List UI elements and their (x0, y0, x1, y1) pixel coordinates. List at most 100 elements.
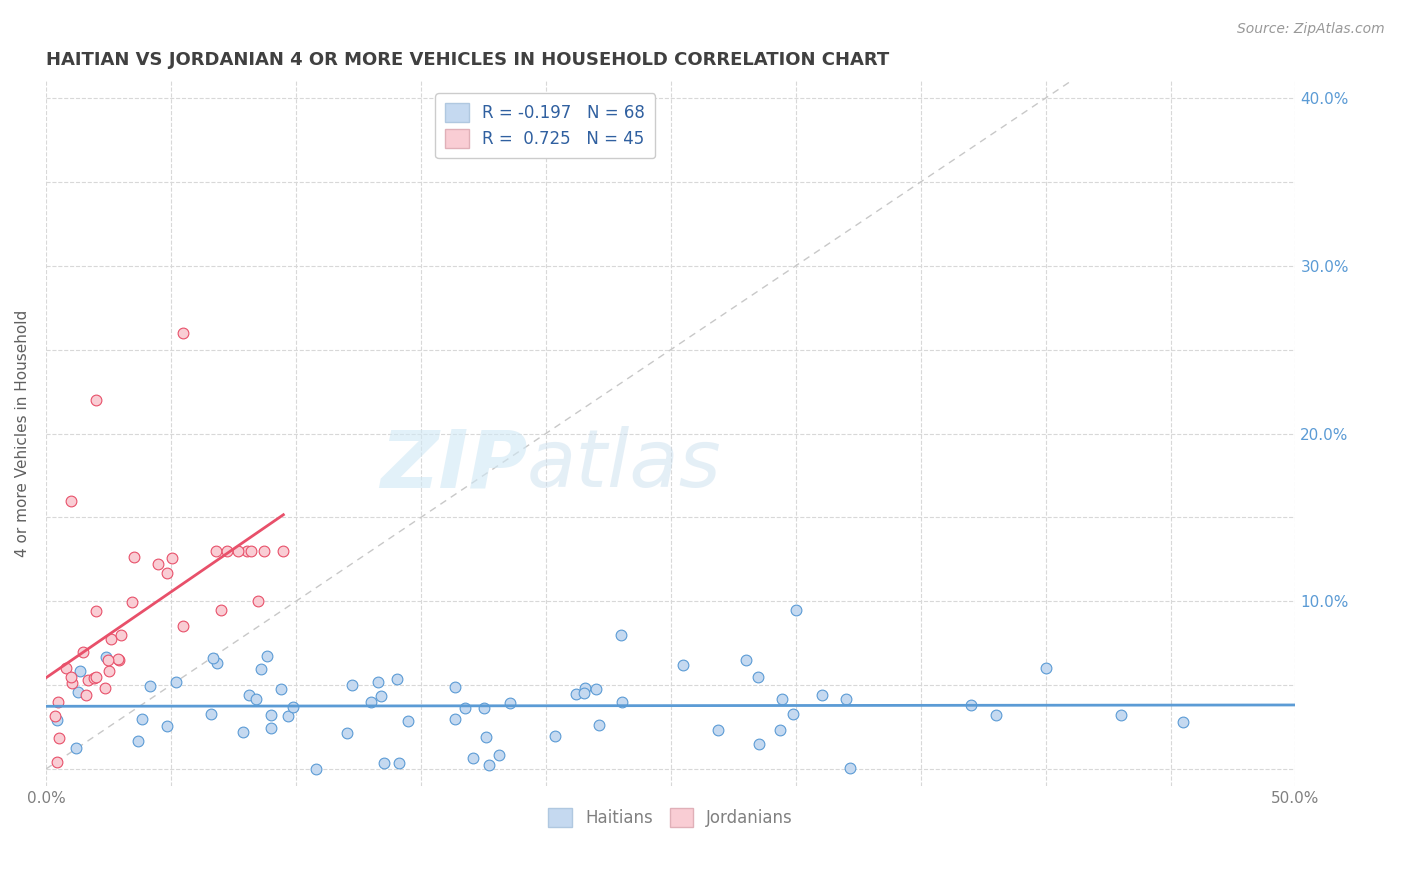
Point (277, 709, 299, 723)
Point (44, 709, 66, 723)
Point (475, 730, 498, 744)
Point (62, 675, 84, 690)
Point (215, 544, 238, 558)
Point (77, 673, 100, 688)
Point (209, 602, 232, 616)
Point (48, 731, 70, 745)
Point (271, 544, 294, 558)
Point (94, 649, 117, 664)
Point (75, 688, 97, 702)
Point (72, 645, 94, 659)
Point (370, 689, 392, 703)
Point (706, 723, 728, 738)
Y-axis label: 4 or more Vehicles in Household: 4 or more Vehicles in Household (15, 310, 30, 558)
Point (373, 756, 395, 770)
Point (65, 740, 87, 755)
Point (588, 718, 610, 732)
Legend: Haitians, Jordanians: Haitians, Jordanians (541, 801, 800, 834)
Point (612, 695, 634, 709)
Point (609, 628, 631, 642)
Point (236, 544, 259, 558)
Point (94, 681, 117, 695)
Point (121, 595, 143, 609)
Point (336, 725, 359, 739)
Point (249, 662, 271, 676)
Point (202, 651, 225, 665)
Point (67, 685, 90, 699)
Point (444, 713, 467, 727)
Point (1109, 708, 1132, 723)
Point (46, 714, 69, 728)
Point (172, 619, 194, 633)
Point (984, 708, 1007, 723)
Point (785, 602, 807, 616)
Point (747, 670, 769, 684)
Point (769, 723, 792, 737)
Point (83, 671, 105, 685)
Point (463, 751, 485, 765)
Point (107, 652, 129, 666)
Point (770, 691, 793, 706)
Point (48, 695, 70, 709)
Point (385, 672, 408, 686)
Point (260, 708, 283, 723)
Point (834, 691, 856, 706)
Point (340, 677, 363, 691)
Point (107, 653, 129, 667)
Point (131, 712, 153, 726)
Point (245, 692, 267, 706)
Point (1171, 714, 1194, 729)
Point (360, 695, 382, 709)
Point (110, 628, 132, 642)
Point (672, 658, 695, 673)
Point (240, 544, 263, 558)
Point (565, 687, 588, 701)
Point (959, 698, 981, 713)
Point (253, 544, 276, 558)
Point (270, 681, 292, 696)
Text: ZIP: ZIP (380, 426, 527, 504)
Point (97, 665, 120, 679)
Point (572, 686, 595, 700)
Point (585, 681, 607, 696)
Point (388, 756, 411, 770)
Point (574, 681, 596, 696)
Point (127, 734, 149, 748)
Point (748, 737, 770, 751)
Point (488, 748, 510, 763)
Point (84, 603, 107, 617)
Point (59, 493, 82, 508)
Point (172, 326, 194, 340)
Point (84, 392, 107, 407)
Point (247, 594, 270, 608)
Point (396, 714, 419, 728)
Point (367, 675, 389, 690)
Point (165, 675, 187, 690)
Point (226, 544, 249, 558)
Point (260, 721, 283, 735)
Point (839, 761, 862, 775)
Point (97, 653, 120, 667)
Point (472, 701, 495, 715)
Point (810, 688, 832, 702)
Point (256, 648, 278, 663)
Point (207, 656, 229, 670)
Point (478, 758, 501, 772)
Point (55, 661, 77, 675)
Point (59, 670, 82, 684)
Text: atlas: atlas (527, 426, 721, 504)
Point (84, 670, 107, 684)
Point (544, 729, 567, 743)
Point (305, 762, 328, 776)
Point (1035, 661, 1057, 675)
Point (160, 551, 183, 566)
Point (200, 706, 222, 721)
Point (281, 700, 304, 714)
Point (444, 680, 467, 694)
Point (156, 718, 179, 732)
Point (454, 700, 477, 714)
Point (499, 696, 522, 710)
Point (238, 688, 260, 702)
Text: HAITIAN VS JORDANIAN 4 OR MORE VEHICLES IN HOUSEHOLD CORRELATION CHART: HAITIAN VS JORDANIAN 4 OR MORE VEHICLES … (46, 51, 889, 69)
Point (46, 755, 69, 769)
